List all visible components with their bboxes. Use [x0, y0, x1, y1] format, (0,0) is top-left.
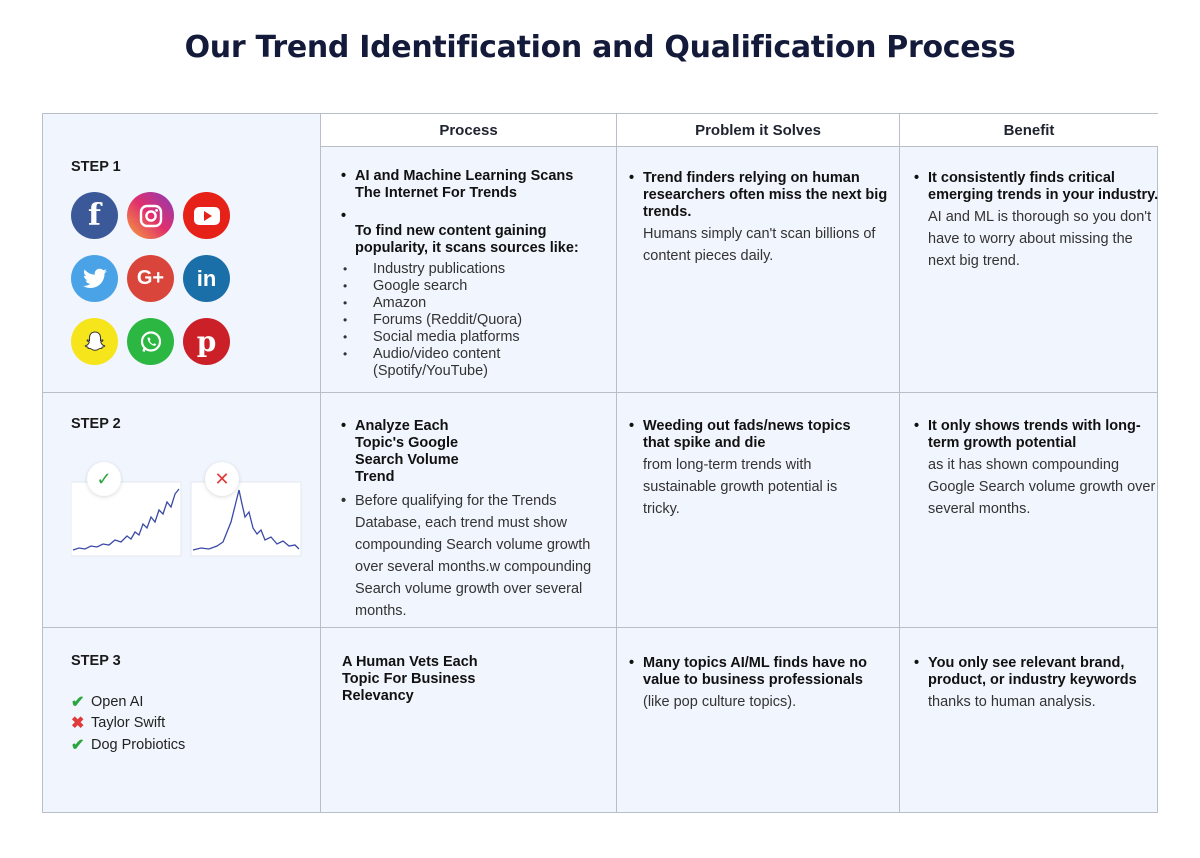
- divider: [43, 392, 1157, 393]
- list-item: Forums (Reddit/Quora): [341, 312, 603, 329]
- list-item: Social media platforms: [341, 329, 603, 346]
- divider: [43, 627, 1157, 628]
- step-2-problem-heading: Weeding out fads/news topics that spike …: [629, 418, 889, 452]
- facebook-icon: f: [71, 192, 118, 239]
- step-1-problem: Trend finders relying on human researche…: [629, 170, 891, 267]
- column-header-benefit: Benefit: [900, 114, 1158, 146]
- list-item: Audio/video content (Spotify/YouTube): [341, 346, 603, 380]
- process-table: Process Problem it Solves Benefit STEP 1…: [42, 113, 1158, 813]
- check-icon: ✔: [71, 693, 85, 711]
- snapchat-icon: [71, 318, 118, 365]
- step-3-benefit: You only see relevant brand, product, or…: [914, 655, 1159, 713]
- step-3-benefit-text: thanks to human analysis.: [928, 694, 1096, 710]
- linkedin-icon: in: [183, 255, 230, 302]
- step-1-process-subheading-text: To find new content gaining popularity, …: [355, 223, 579, 256]
- list-item: Google search: [341, 278, 603, 295]
- list-item: Industry publications: [341, 261, 603, 278]
- step-1-benefit-heading: It consistently finds critical emerging …: [914, 170, 1159, 204]
- step-2-problem-text: from long-term trends with sustainable g…: [643, 457, 838, 517]
- divider: [899, 114, 900, 812]
- step-2-process-text: Before qualifying for the Trends Databas…: [341, 490, 605, 622]
- list-item: ✖ Taylor Swift: [71, 713, 185, 735]
- step-3-process-heading: A Human Vets Each Topic For Business Rel…: [342, 654, 478, 704]
- cross-icon: ✕: [205, 462, 239, 496]
- step-1-label: STEP 1: [71, 159, 121, 175]
- trend-chart-good: [70, 481, 302, 557]
- youtube-icon: [183, 192, 230, 239]
- whatsapp-icon: [127, 318, 174, 365]
- check-icon: ✓: [87, 462, 121, 496]
- social-icons-grid: f G+ in p: [71, 192, 233, 368]
- step-1-process-heading: AI and Machine Learning Scans The Intern…: [341, 168, 603, 202]
- step-2-problem: Weeding out fads/news topics that spike …: [629, 418, 889, 520]
- column-header-process: Process: [321, 114, 616, 146]
- pinterest-icon: p: [183, 318, 230, 365]
- step-3-problem-heading: Many topics AI/ML finds have no value to…: [629, 655, 889, 689]
- step-3-problem: Many topics AI/ML finds have no value to…: [629, 655, 889, 713]
- step-1-process-subheading: To find new content gaining popularity, …: [341, 208, 603, 257]
- vetted-topics-list: ✔ Open AI ✖ Taylor Swift ✔ Dog Probiotic…: [71, 691, 185, 756]
- step-3-problem-text: (like pop culture topics).: [643, 694, 797, 710]
- step-1-problem-text: Humans simply can't scan billions of con…: [643, 226, 876, 264]
- divider: [320, 146, 1157, 147]
- check-icon: ✔: [71, 736, 85, 754]
- step-3-benefit-heading: You only see relevant brand, product, or…: [914, 655, 1159, 689]
- cross-icon: ✖: [71, 715, 85, 733]
- page-title: Our Trend Identification and Qualificati…: [184, 30, 1016, 65]
- google-plus-icon: G+: [127, 255, 174, 302]
- source-list: Industry publications Google search Amaz…: [341, 261, 603, 380]
- divider: [320, 114, 321, 812]
- instagram-icon: [127, 192, 174, 239]
- vetted-topic-name: Taylor Swift: [91, 715, 166, 732]
- list-item: ✔ Open AI: [71, 691, 185, 713]
- vetted-topic-name: Open AI: [91, 693, 144, 710]
- step-2-benefit: It only shows trends with long-term grow…: [914, 418, 1159, 520]
- step-1-benefit: It consistently finds critical emerging …: [914, 170, 1159, 272]
- list-item: Amazon: [341, 295, 603, 312]
- list-item: ✔ Dog Probiotics: [71, 734, 185, 756]
- step-1-problem-heading: Trend finders relying on human researche…: [629, 170, 891, 221]
- step-2-process: Analyze Each Topic's Google Search Volum…: [341, 418, 605, 622]
- vetted-topic-name: Dog Probiotics: [91, 736, 186, 753]
- step-2-label: STEP 2: [71, 416, 121, 432]
- step-2-benefit-heading: It only shows trends with long-term grow…: [914, 418, 1159, 452]
- step-2-process-heading: Analyze Each Topic's Google Search Volum…: [341, 418, 605, 486]
- step-3-label: STEP 3: [71, 653, 121, 669]
- column-header-problem: Problem it Solves: [617, 114, 899, 146]
- step-2-benefit-text: as it has shown compounding Google Searc…: [928, 457, 1156, 517]
- trend-charts: ✓ ✕: [70, 462, 303, 562]
- divider: [616, 114, 617, 812]
- step-1-benefit-text: AI and ML is thorough so you don't have …: [928, 209, 1152, 269]
- twitter-icon: [71, 255, 118, 302]
- step-1-process: AI and Machine Learning Scans The Intern…: [341, 168, 603, 380]
